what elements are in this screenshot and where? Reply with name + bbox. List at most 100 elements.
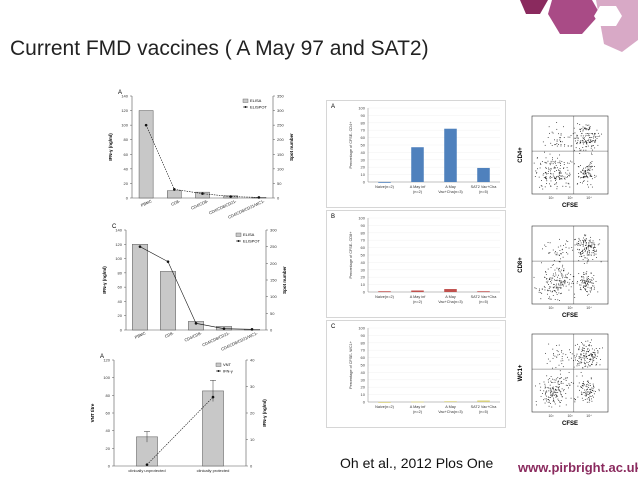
event-dot [565,274,567,276]
event-dot [589,399,591,401]
legend-label: IFN-γ [223,368,233,373]
event-dot [552,394,554,396]
event-dot [582,250,583,252]
event-dot [565,285,567,287]
y-tick-label: 60 [361,245,366,250]
event-dot [582,143,584,145]
event-dot [550,290,551,292]
event-dot [578,175,580,177]
event-dot [582,253,583,254]
chart-panel-a-right: A 0 10 20 30 40 50 60 70 80 90 100 Percentage of CFS… [326,100,506,208]
event-dot [581,128,583,130]
event-dot [593,242,595,244]
event-dot [585,173,586,175]
event-dot [559,405,561,407]
event-dot [579,244,581,246]
event-dot [595,364,597,366]
y2-tick-label: 50 [277,181,282,186]
event-dot [562,382,564,384]
event-dot [550,162,552,164]
event-dot [591,289,592,291]
y-tick-label: 90 [361,113,366,118]
event-dot [559,255,560,256]
y-tick-label: 40 [118,299,123,304]
x-tick-label: A May [445,405,456,409]
event-dot [588,355,589,356]
event-dot [572,276,574,277]
event-dot [583,345,585,347]
event-dot [556,280,558,282]
event-dot [590,391,592,393]
event-dot [590,353,592,355]
y-tick-label: 90 [361,223,366,228]
event-dot [545,176,546,178]
event-dot [559,175,561,177]
event-dot [546,173,548,175]
y-tick-label: 80 [361,340,366,345]
event-dot [578,242,580,244]
event-dot [550,403,551,404]
event-dot [557,351,559,353]
event-dot [549,183,550,185]
event-dot [591,272,592,274]
event-dot [558,169,559,171]
event-dot [551,391,553,393]
event-dot [544,144,546,146]
event-dot [550,173,552,175]
x-tick-label: 10³ [567,306,573,310]
event-dot [585,391,587,393]
event-dot [576,183,578,185]
event-dot [546,375,548,377]
y-tick-label: 40 [361,150,366,155]
event-dot [589,342,591,343]
event-dot [589,173,591,175]
event-dot [583,149,585,151]
event-dot [591,387,593,389]
event-dot [574,244,576,246]
event-dot [589,137,591,139]
event-dot [563,269,565,271]
event-dot [588,381,589,383]
event-dot [559,384,560,385]
event-dot [554,166,555,168]
event-dot [591,145,593,146]
event-dot [554,171,556,172]
event-dot [585,243,587,245]
event-dot [595,253,597,255]
event-dot [594,357,596,358]
event-dot [588,169,590,171]
event-dot [563,162,565,163]
event-dot [586,278,588,280]
event-dot [590,176,592,177]
event-dot [592,360,594,362]
event-dot [598,388,600,390]
event-dot [557,383,559,385]
event-dot [577,385,579,387]
event-dot [583,273,585,275]
event-dot [559,378,560,380]
event-dot [588,365,590,367]
event-dot [589,290,591,292]
event-dot [580,361,582,363]
event-dot [580,172,582,173]
x-tick-label: 10² [548,196,554,200]
event-dot [589,365,591,367]
event-dot [556,344,558,346]
event-dot [549,387,551,389]
event-dot [600,261,602,263]
event-dot [554,167,556,169]
y-tick-label: 60 [106,411,111,416]
event-dot [546,178,547,180]
event-dot [547,387,549,388]
y-tick-label: 20 [361,275,366,280]
event-dot [582,282,584,284]
event-dot [540,395,542,397]
event-dot [588,397,590,399]
event-dot [541,185,543,187]
event-dot [586,176,588,177]
event-dot [560,133,562,135]
event-dot [593,288,595,290]
event-dot [552,161,554,163]
event-dot [563,164,565,165]
event-dot [552,277,554,279]
